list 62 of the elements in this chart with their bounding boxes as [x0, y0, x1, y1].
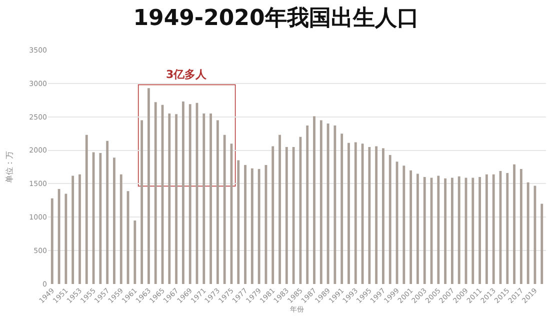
bar	[202, 114, 206, 284]
bar	[313, 116, 316, 284]
bar	[134, 220, 136, 284]
bar	[154, 102, 157, 284]
bar	[354, 142, 357, 284]
bar	[299, 136, 302, 284]
bar	[216, 120, 219, 284]
bar	[244, 164, 246, 284]
bar	[450, 178, 454, 284]
bar	[458, 176, 460, 284]
bar	[182, 101, 184, 284]
bar	[402, 166, 406, 284]
bar	[106, 140, 109, 284]
bar	[326, 124, 330, 284]
bar	[478, 177, 481, 284]
bar	[258, 169, 260, 284]
bar	[410, 170, 412, 284]
y-axis-title: 单位：万	[4, 151, 14, 183]
bar	[85, 134, 88, 284]
bar	[506, 173, 509, 284]
bar	[292, 146, 295, 284]
bar	[513, 164, 516, 284]
bar	[520, 169, 522, 284]
bar	[334, 126, 336, 284]
bar	[444, 178, 446, 284]
bar	[278, 134, 281, 284]
bar	[168, 114, 171, 284]
bar	[72, 176, 74, 284]
bar	[78, 174, 81, 284]
bar	[175, 114, 178, 284]
bar	[210, 114, 212, 284]
bar	[382, 148, 384, 284]
bar	[423, 177, 426, 284]
bar	[120, 174, 122, 284]
bar	[320, 120, 322, 284]
bar	[368, 146, 371, 284]
bar	[492, 174, 495, 284]
bar	[416, 174, 419, 284]
bar	[306, 126, 309, 284]
bar	[250, 168, 254, 284]
bar	[188, 104, 192, 284]
bar	[540, 204, 544, 284]
bar	[113, 158, 116, 284]
bar	[272, 146, 274, 284]
bar	[148, 88, 150, 284]
bar	[285, 146, 288, 284]
bar	[64, 194, 68, 284]
bar	[237, 160, 240, 284]
bar	[485, 174, 488, 284]
bar	[99, 152, 102, 284]
bar	[348, 142, 350, 284]
bar	[526, 182, 530, 284]
bar	[140, 120, 144, 284]
bar	[388, 154, 392, 284]
chart-title: 1949-2020年我国出生人口	[133, 6, 419, 32]
band-label: 3亿多人	[166, 68, 208, 81]
bar	[375, 146, 378, 284]
bar	[223, 134, 226, 284]
bar	[340, 134, 344, 284]
bar	[472, 178, 474, 284]
bar	[50, 198, 54, 284]
bar	[437, 176, 440, 284]
